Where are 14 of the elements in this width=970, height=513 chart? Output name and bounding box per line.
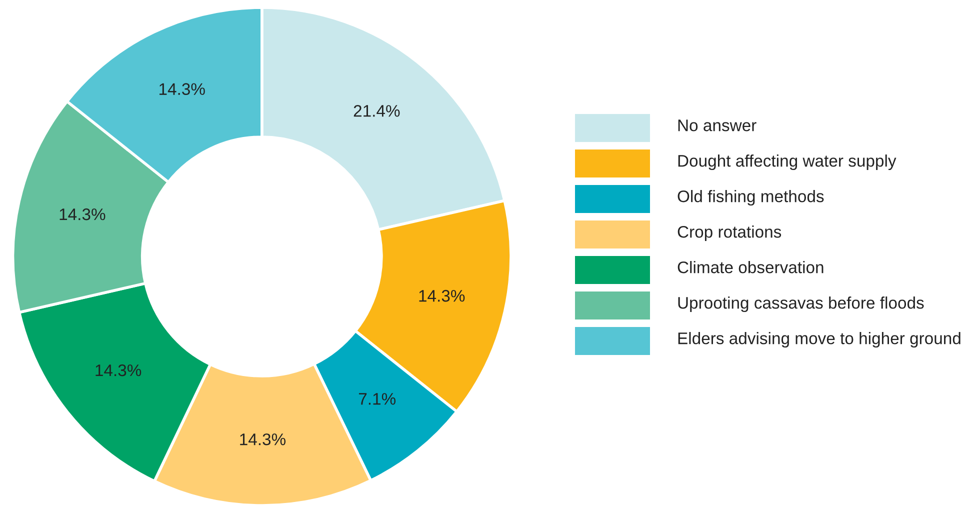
legend-label: No answer <box>678 120 756 132</box>
data-label: 21.4% <box>354 104 400 117</box>
data-label: 14.3% <box>240 433 286 446</box>
legend-label: Uprooting cassavas before floods <box>678 296 924 312</box>
data-label: 14.3% <box>96 364 142 376</box>
data-label: 7.1% <box>358 393 396 405</box>
legend-label: Crop rotations <box>678 226 782 242</box>
data-label: 14.3% <box>160 83 205 95</box>
legend-label: Old fishing methods <box>678 190 824 206</box>
data-label: 14.3% <box>60 208 106 220</box>
legend-label: Climate observation <box>678 261 824 274</box>
legend-label: Dought affecting water supply <box>678 154 896 170</box>
legend-label: Elders advising move to higher ground <box>678 332 960 348</box>
data-label: 14.3% <box>419 290 465 302</box>
